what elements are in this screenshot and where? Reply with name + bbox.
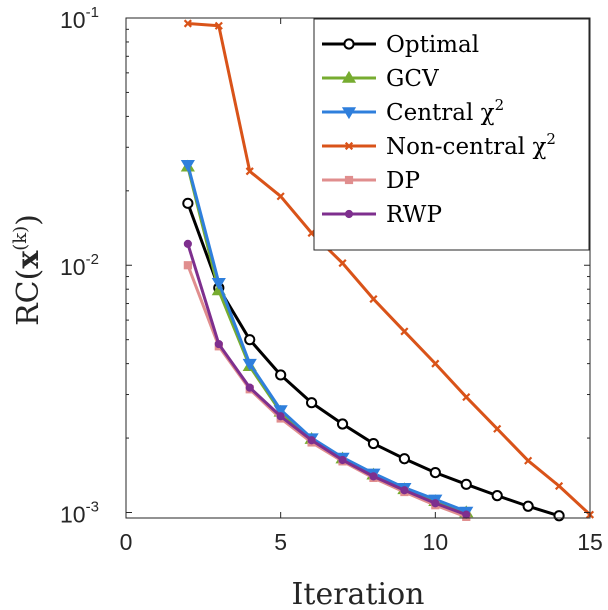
y-tick-exponent: -1	[86, 4, 99, 21]
data-point	[245, 383, 254, 392]
legend-marker	[344, 175, 354, 185]
data-point	[276, 412, 285, 421]
legend-label: Non-central χ2	[386, 130, 556, 160]
series-line	[186, 243, 467, 517]
legend-label-superscript: 2	[495, 96, 505, 114]
y-axis-label-close: )	[11, 214, 46, 226]
legend-entry-non-central-2: Non-central χ2	[322, 130, 556, 160]
data-point	[245, 167, 254, 176]
data-point	[336, 418, 349, 430]
legend-marker	[343, 38, 355, 50]
legend-label: RWP	[386, 202, 442, 228]
x-tick-label: 0	[120, 529, 133, 555]
data-point	[554, 481, 564, 491]
data-point	[307, 436, 316, 445]
x-tick-label: 15	[577, 529, 603, 555]
data-point	[338, 455, 347, 465]
data-point	[214, 21, 223, 30]
y-tick-label: 10-3	[60, 498, 99, 527]
data-point	[491, 490, 503, 502]
data-point	[493, 424, 502, 433]
legend-label-text: Central χ	[386, 100, 495, 126]
y-tick-exponent: -2	[86, 251, 99, 268]
data-point	[462, 510, 471, 519]
y-tick-base: 10	[60, 254, 86, 280]
legend-entry-central-2: Central χ2	[322, 96, 504, 126]
data-point	[183, 239, 192, 248]
legend-label-superscript: 2	[546, 130, 556, 148]
data-point	[244, 334, 256, 346]
data-point	[211, 277, 226, 290]
legend-label-text: RWP	[386, 202, 442, 228]
data-point	[214, 339, 223, 349]
data-point	[306, 397, 318, 409]
x-tick-label: 5	[274, 529, 287, 555]
data-point	[431, 499, 440, 508]
data-point	[182, 197, 194, 209]
legend-box	[313, 18, 590, 251]
legend-marker	[341, 107, 357, 120]
series-rwp	[183, 239, 471, 519]
data-point	[460, 478, 472, 490]
legend-label: GCV	[386, 66, 439, 92]
legend-label-text: Non-central χ	[386, 134, 546, 160]
data-point	[275, 369, 287, 381]
data-point	[369, 472, 378, 481]
data-point	[429, 466, 441, 479]
y-axis-label: RC(x(k))	[10, 214, 46, 326]
y-tick-base: 10	[60, 501, 86, 527]
data-point	[367, 437, 380, 450]
y-tick-label: 10-2	[60, 251, 99, 280]
y-tick-exponent: -3	[86, 498, 99, 515]
legend-label: Optimal	[386, 32, 479, 58]
legend-marker	[341, 70, 357, 83]
data-point	[180, 160, 195, 172]
data-point	[431, 359, 440, 368]
y-axis-label-superscript: (k)	[10, 226, 31, 251]
legend-entry-optimal: Optimal	[322, 32, 479, 58]
data-point	[242, 358, 257, 371]
legend-entry-dp: DP	[322, 168, 420, 194]
series-optimal	[182, 197, 565, 522]
x-axis-label: Iteration	[292, 577, 425, 610]
data-point	[183, 19, 192, 28]
data-point	[522, 500, 534, 512]
legend-label: DP	[386, 168, 420, 194]
legend-label-text: GCV	[386, 66, 439, 92]
data-point	[273, 405, 288, 418]
series-layer	[180, 19, 595, 522]
data-point	[400, 327, 409, 336]
y-axis-label-base: RC(	[11, 269, 46, 326]
axes-layer	[125, 17, 591, 519]
legend-marker	[344, 141, 354, 151]
y-tick-label: 10-1	[60, 4, 99, 33]
legend-label-text: DP	[386, 168, 420, 194]
data-point	[400, 486, 409, 495]
data-point	[553, 510, 565, 522]
data-point	[462, 392, 471, 402]
series-line	[187, 22, 592, 516]
y-axis-label-vector: x	[11, 250, 46, 269]
x-tick-label: 10	[423, 529, 449, 555]
legend-label-text: Optimal	[386, 32, 479, 58]
plot-frame	[125, 17, 591, 519]
legend-marker	[344, 209, 354, 219]
legend-entry-rwp: RWP	[322, 202, 442, 228]
data-point	[338, 259, 347, 268]
series-line	[186, 164, 467, 513]
legend-entry-gcv: GCV	[322, 66, 439, 92]
data-point	[369, 294, 378, 304]
data-point	[276, 192, 285, 201]
legend-label: Central χ2	[386, 96, 504, 126]
data-point	[398, 453, 410, 465]
data-point	[183, 261, 192, 270]
y-tick-base: 10	[60, 7, 86, 33]
data-point	[524, 456, 533, 465]
